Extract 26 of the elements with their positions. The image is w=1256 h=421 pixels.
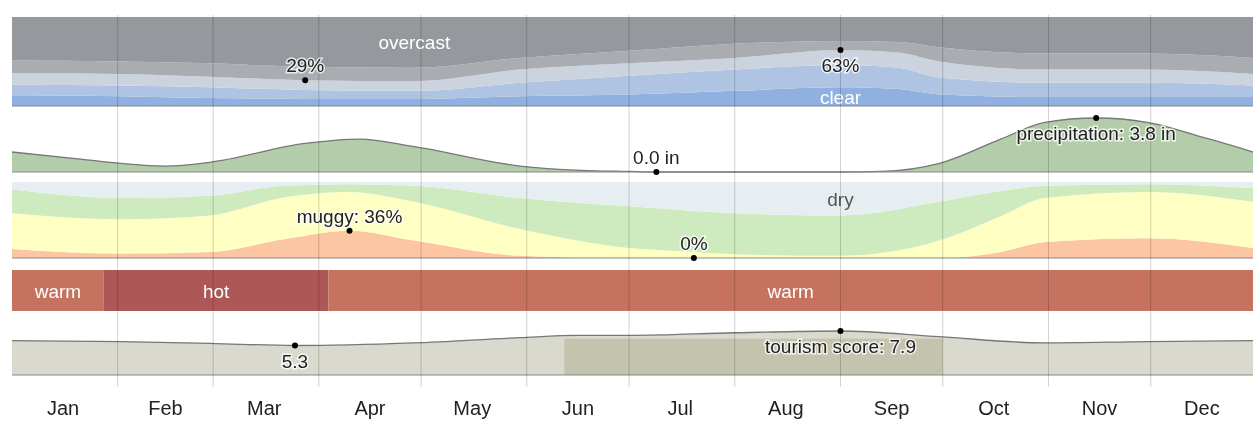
annotation: 63% — [821, 54, 860, 76]
x-tick-label: Oct — [978, 397, 1010, 419]
x-tick-label: Dec — [1184, 397, 1220, 419]
x-tick-label: May — [453, 397, 492, 419]
annotation: 0.0 in — [633, 147, 680, 168]
x-tick-label: Mar — [247, 397, 282, 419]
annotation: tourism score: 7.9 — [764, 336, 916, 357]
series-label: warm — [766, 280, 814, 302]
x-tick-label: Feb — [148, 397, 183, 419]
annotation: 0% — [680, 233, 708, 254]
x-tick-label: Jul — [667, 397, 694, 419]
series-label: overcast — [378, 32, 451, 54]
annotation: 29% — [286, 55, 325, 77]
x-tick-label: Sep — [873, 397, 910, 419]
x-tick-label: Jun — [561, 397, 595, 419]
x-tick-label: Jan — [47, 397, 80, 419]
series-label: hot — [202, 280, 231, 302]
series-label: dry — [827, 188, 855, 210]
x-tick-label: Apr — [354, 397, 386, 419]
annotation: 5.3 — [281, 350, 309, 372]
x-tick-label: Nov — [1081, 397, 1118, 419]
annotation: precipitation: 3.8 in — [1016, 123, 1176, 144]
annotation: muggy: 36% — [296, 205, 403, 227]
series-label: warm — [33, 280, 82, 302]
series-label: clear — [819, 86, 862, 108]
x-tick-label: Aug — [768, 397, 804, 419]
